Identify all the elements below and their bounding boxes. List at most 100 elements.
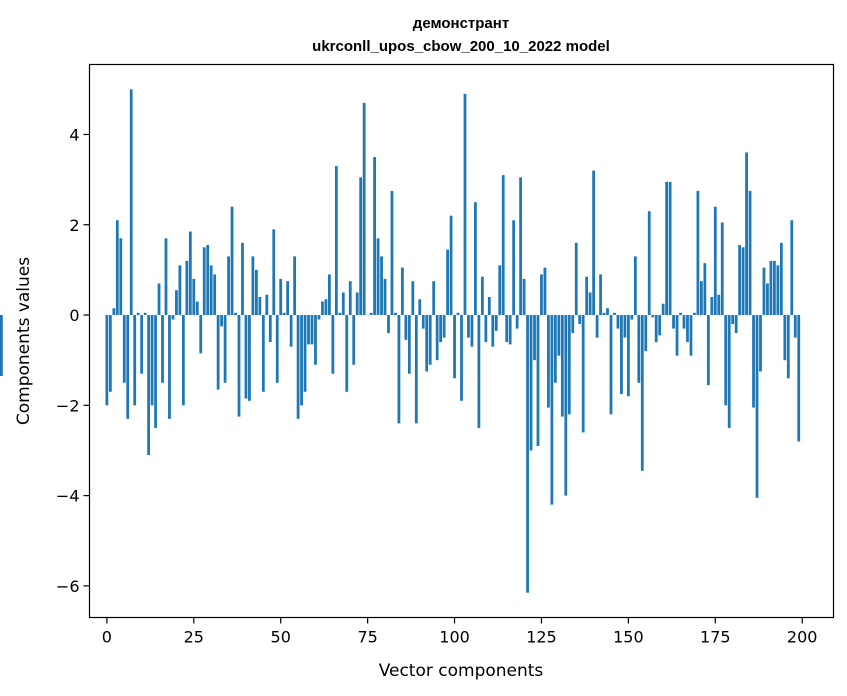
bar — [435, 315, 439, 361]
bar — [362, 102, 366, 316]
bar — [553, 315, 557, 383]
bar — [536, 315, 540, 446]
bar — [626, 315, 630, 397]
x-tick-label: 0 — [102, 628, 112, 647]
bar — [220, 315, 223, 327]
bar — [543, 267, 547, 316]
bar — [578, 315, 582, 325]
bar — [108, 315, 112, 392]
bar — [613, 312, 616, 316]
bar — [741, 247, 745, 316]
bar — [717, 294, 721, 316]
x-tick-label: 100 — [439, 628, 470, 647]
bar — [383, 278, 387, 316]
bar — [456, 312, 460, 316]
bar — [786, 315, 790, 379]
bar — [296, 315, 300, 419]
bar — [533, 315, 536, 361]
bar — [133, 315, 137, 406]
bar — [314, 315, 317, 365]
bar — [303, 315, 307, 392]
bar — [487, 296, 491, 316]
bar — [519, 177, 522, 316]
bar — [668, 181, 672, 316]
x-tick-label: 75 — [357, 628, 377, 647]
bar — [317, 315, 321, 320]
bar — [154, 315, 157, 428]
bar — [724, 315, 728, 406]
bar — [633, 256, 637, 316]
y-tick-label: −6 — [56, 577, 80, 596]
bar — [0, 315, 3, 376]
bar — [136, 312, 140, 316]
bar — [477, 315, 481, 428]
bar — [494, 315, 498, 331]
bar — [720, 222, 724, 316]
bar — [300, 315, 303, 406]
bar — [679, 312, 682, 316]
bar — [672, 315, 675, 329]
y-tick-label: 0 — [69, 306, 79, 325]
bar — [460, 315, 463, 401]
bar — [540, 274, 543, 316]
bar — [745, 152, 748, 316]
bar — [411, 281, 415, 316]
bar — [421, 315, 425, 329]
bar — [376, 238, 380, 316]
bar — [498, 265, 502, 316]
bar — [418, 299, 422, 316]
x-tick-label: 150 — [613, 628, 644, 647]
bar — [164, 238, 168, 316]
bar — [324, 299, 328, 316]
bar — [140, 315, 144, 374]
bar — [157, 283, 161, 316]
y-tick-label: −2 — [56, 396, 80, 415]
bar — [491, 315, 495, 347]
bar — [328, 274, 331, 316]
bar — [609, 315, 613, 415]
bar — [331, 315, 335, 374]
bar — [373, 157, 376, 316]
bars-group — [0, 89, 801, 593]
bar — [779, 242, 783, 316]
bar — [738, 245, 742, 316]
bar — [209, 265, 213, 316]
bar — [268, 315, 272, 343]
y-axis: −6 −4 −2 0 2 4 — [56, 125, 90, 596]
bar — [793, 315, 797, 338]
bar — [223, 315, 227, 383]
chart-title-line2: ukrconll_upos_cbow_200_10_2022 model — [312, 38, 610, 55]
bar — [453, 315, 456, 379]
bar — [571, 315, 575, 334]
bar — [119, 238, 123, 316]
bar — [129, 89, 133, 316]
bar — [216, 315, 220, 390]
bar — [168, 315, 171, 419]
bar — [682, 315, 686, 329]
bar — [647, 211, 651, 316]
bar — [665, 181, 669, 316]
bar — [790, 220, 794, 316]
bar — [470, 315, 474, 347]
bar — [564, 315, 568, 496]
bar — [241, 242, 244, 316]
bar — [567, 315, 571, 415]
chart-title-line1: демонстрант — [413, 15, 509, 32]
y-axis-label: Components values — [14, 257, 34, 425]
bar — [703, 263, 707, 316]
bar — [710, 296, 714, 316]
bar — [606, 308, 609, 316]
bar — [637, 315, 641, 383]
bar — [188, 231, 192, 316]
bar — [352, 315, 356, 365]
bar — [275, 315, 279, 383]
bar — [181, 315, 185, 406]
bar — [734, 315, 738, 334]
bar — [230, 206, 234, 316]
bar — [272, 229, 276, 316]
bar — [199, 315, 203, 354]
bar — [602, 312, 606, 316]
bar — [432, 281, 436, 316]
bar — [512, 220, 516, 316]
bar — [407, 315, 411, 374]
